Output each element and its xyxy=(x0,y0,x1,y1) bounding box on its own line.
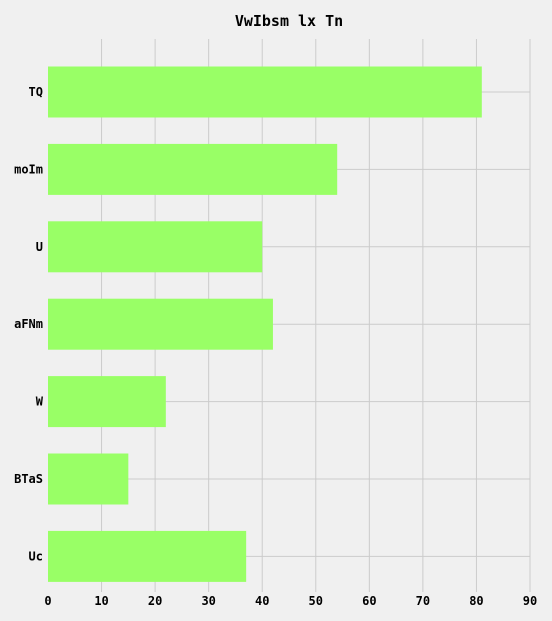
bars xyxy=(48,66,482,582)
x-tick-labels: 0 10 20 30 40 50 60 70 80 90 xyxy=(44,594,537,608)
bar-W xyxy=(48,376,166,428)
x-tick-label: 60 xyxy=(362,594,376,608)
y-tick-label: U xyxy=(36,240,43,254)
bar-TQ xyxy=(48,66,482,118)
chart-title: VwIbsm lx Tn xyxy=(235,12,343,30)
x-tick-label: 50 xyxy=(309,594,323,608)
x-tick-label: 80 xyxy=(469,594,483,608)
x-tick-label: 0 xyxy=(44,594,51,608)
y-tick-label: W xyxy=(36,395,44,409)
x-tick-label: 70 xyxy=(416,594,430,608)
y-tick-label: Uc xyxy=(29,549,43,563)
x-tick-label: 40 xyxy=(255,594,269,608)
x-tick-label: 90 xyxy=(523,594,537,608)
bar-moIm xyxy=(48,143,338,195)
x-tick-label: 30 xyxy=(201,594,215,608)
bar-U xyxy=(48,221,263,273)
y-tick-label: moIm xyxy=(14,162,43,176)
y-tick-label: BTaS xyxy=(14,472,43,486)
bar-Uc xyxy=(48,530,247,582)
y-tick-label: aFNm xyxy=(14,317,43,331)
y-tick-label: TQ xyxy=(29,85,43,99)
bar-BTaS xyxy=(48,453,129,505)
bar-aFNm xyxy=(48,298,273,350)
x-tick-label: 10 xyxy=(94,594,108,608)
x-tick-label: 20 xyxy=(148,594,162,608)
